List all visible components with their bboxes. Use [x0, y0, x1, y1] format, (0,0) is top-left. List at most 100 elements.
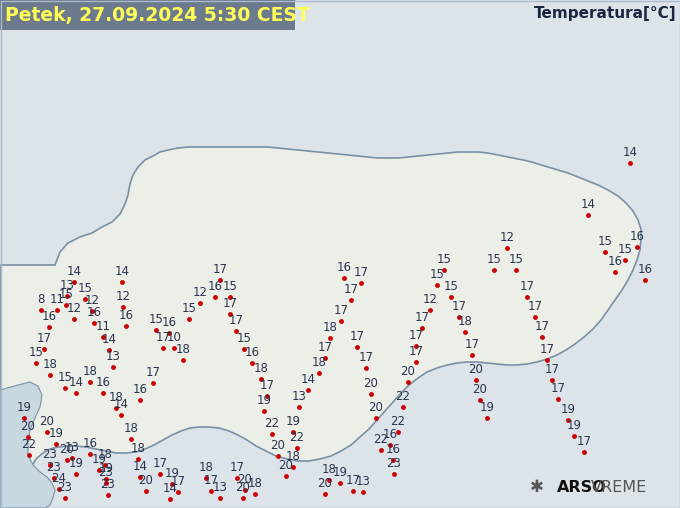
Text: 16: 16 — [638, 263, 653, 276]
Text: 17: 17 — [545, 363, 560, 376]
Text: 16: 16 — [118, 309, 133, 322]
Text: 17: 17 — [520, 280, 534, 293]
Text: 17: 17 — [464, 338, 479, 351]
Text: 15: 15 — [487, 253, 501, 266]
Text: 23: 23 — [58, 481, 73, 494]
Text: 12: 12 — [500, 231, 515, 244]
Text: 12: 12 — [67, 302, 82, 315]
Text: 20: 20 — [20, 420, 35, 433]
Text: 20: 20 — [364, 377, 379, 390]
Text: ARSO: ARSO — [557, 480, 607, 494]
Text: 22: 22 — [290, 431, 305, 444]
Text: 17: 17 — [171, 475, 186, 488]
Text: 16: 16 — [82, 437, 97, 450]
Text: 19: 19 — [566, 419, 581, 432]
Text: 18: 18 — [131, 442, 146, 455]
Text: 17: 17 — [452, 300, 466, 313]
Text: 12: 12 — [192, 286, 207, 299]
Text: 20: 20 — [235, 481, 250, 494]
Text: 20: 20 — [39, 415, 54, 428]
Text: 22: 22 — [373, 433, 388, 446]
Text: 17: 17 — [212, 263, 228, 276]
Text: 23: 23 — [46, 461, 61, 474]
Text: 14: 14 — [301, 373, 316, 386]
Text: 16: 16 — [207, 280, 222, 293]
Text: 17: 17 — [343, 283, 358, 296]
Text: 20: 20 — [318, 477, 333, 490]
Text: 20: 20 — [401, 365, 415, 378]
Text: 16: 16 — [382, 428, 398, 441]
Text: 17: 17 — [345, 474, 360, 487]
Text: 22: 22 — [390, 415, 405, 428]
Text: Petek, 27.09.2024 5:30 CEST: Petek, 27.09.2024 5:30 CEST — [5, 6, 310, 25]
Text: 18: 18 — [311, 356, 326, 369]
Text: 17: 17 — [260, 379, 275, 392]
Text: 18: 18 — [254, 362, 269, 375]
Text: 16: 16 — [86, 306, 101, 319]
Text: 17: 17 — [203, 474, 218, 487]
Text: 24: 24 — [52, 472, 67, 485]
Text: 13: 13 — [60, 279, 74, 292]
Text: 17: 17 — [333, 304, 348, 317]
Text: 8: 8 — [37, 293, 45, 306]
Text: 17: 17 — [156, 331, 171, 344]
Text: 14: 14 — [622, 146, 638, 159]
Text: 17: 17 — [409, 329, 424, 342]
Text: 13: 13 — [105, 350, 120, 363]
Text: 14: 14 — [163, 482, 177, 495]
Text: 18: 18 — [248, 477, 262, 490]
Text: 16: 16 — [95, 376, 110, 389]
Text: 14: 14 — [581, 198, 596, 211]
Text: 16: 16 — [245, 346, 260, 359]
Text: 17: 17 — [318, 341, 333, 354]
Text: 17: 17 — [230, 461, 245, 474]
Text: 18: 18 — [97, 448, 112, 461]
Text: 10: 10 — [167, 331, 182, 344]
Text: 11: 11 — [50, 293, 65, 306]
Text: 17: 17 — [37, 332, 52, 345]
Text: 18: 18 — [199, 461, 214, 474]
Text: 19: 19 — [560, 403, 575, 416]
Text: 15: 15 — [78, 282, 92, 295]
Text: 16: 16 — [41, 310, 56, 323]
Text: 14: 14 — [101, 333, 116, 346]
Text: 15: 15 — [617, 243, 632, 256]
Text: 18: 18 — [458, 315, 473, 328]
Text: 15: 15 — [58, 371, 73, 384]
Text: 17: 17 — [528, 300, 543, 313]
Text: 20: 20 — [271, 439, 286, 452]
Text: 15: 15 — [598, 235, 613, 248]
Text: 18: 18 — [109, 391, 124, 404]
Text: 19: 19 — [479, 401, 494, 414]
Text: 15: 15 — [148, 313, 163, 326]
Text: 23: 23 — [386, 457, 401, 470]
Text: 15: 15 — [509, 253, 524, 266]
Text: 15: 15 — [182, 302, 197, 315]
Text: 18: 18 — [322, 321, 337, 334]
Text: 19: 19 — [165, 467, 180, 480]
Text: 17: 17 — [539, 343, 554, 356]
Text: 17: 17 — [577, 435, 592, 448]
Text: 17: 17 — [534, 320, 549, 333]
Text: 13: 13 — [65, 441, 80, 454]
Text: 15: 15 — [222, 280, 237, 293]
Text: 19: 19 — [256, 394, 271, 407]
Text: 18: 18 — [43, 358, 57, 371]
Text: 17: 17 — [551, 382, 566, 395]
Text: 17: 17 — [350, 330, 364, 343]
Text: 17: 17 — [354, 266, 369, 279]
Text: 22: 22 — [396, 390, 411, 403]
Text: 14: 14 — [114, 398, 129, 411]
Text: 17: 17 — [409, 345, 424, 358]
Bar — [0, 0, 295, 30]
Text: 16: 16 — [630, 230, 645, 243]
Text: 15: 15 — [58, 288, 73, 301]
Text: 16: 16 — [607, 255, 622, 268]
Text: 16: 16 — [386, 443, 401, 456]
Text: 15: 15 — [437, 253, 452, 266]
Text: 16: 16 — [133, 383, 148, 396]
Text: 12: 12 — [422, 293, 437, 306]
Text: 18: 18 — [82, 365, 97, 378]
Text: 19: 19 — [92, 453, 107, 466]
Text: 18: 18 — [124, 422, 139, 435]
